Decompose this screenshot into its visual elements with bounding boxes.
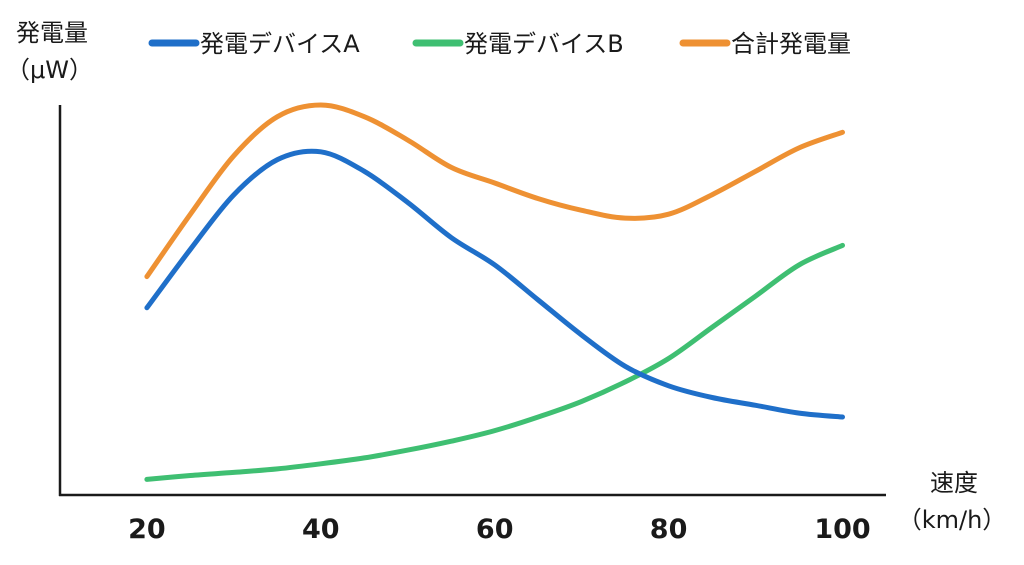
x-axis-label-line2: （km/h）: [898, 506, 1007, 534]
x-tick-label-20: 20: [128, 514, 166, 545]
x-tick-label-80: 80: [650, 514, 688, 545]
legend-label-device-b: 発電デバイスB: [464, 30, 624, 58]
y-axis-label-line1: 発電量: [16, 19, 88, 47]
series-line-device-a: [144, 148, 845, 420]
x-axis-label-line1: 速度: [930, 469, 978, 497]
legend: 発電デバイスA 発電デバイスB 合計発電量: [148, 30, 851, 58]
y-axis-label-line2: （μW）: [6, 56, 93, 84]
series-line-total: [144, 102, 845, 280]
legend-label-device-a: 発電デバイスA: [200, 30, 360, 58]
legend-label-total: 合計発電量: [731, 30, 851, 58]
x-tick-labels: 20 40 60 80 100: [128, 514, 871, 545]
x-tick-label-100: 100: [814, 514, 870, 545]
x-tick-label-60: 60: [476, 514, 514, 545]
series-line-device-b: [144, 242, 845, 482]
series-group: [144, 102, 845, 482]
x-tick-label-40: 40: [302, 514, 340, 545]
